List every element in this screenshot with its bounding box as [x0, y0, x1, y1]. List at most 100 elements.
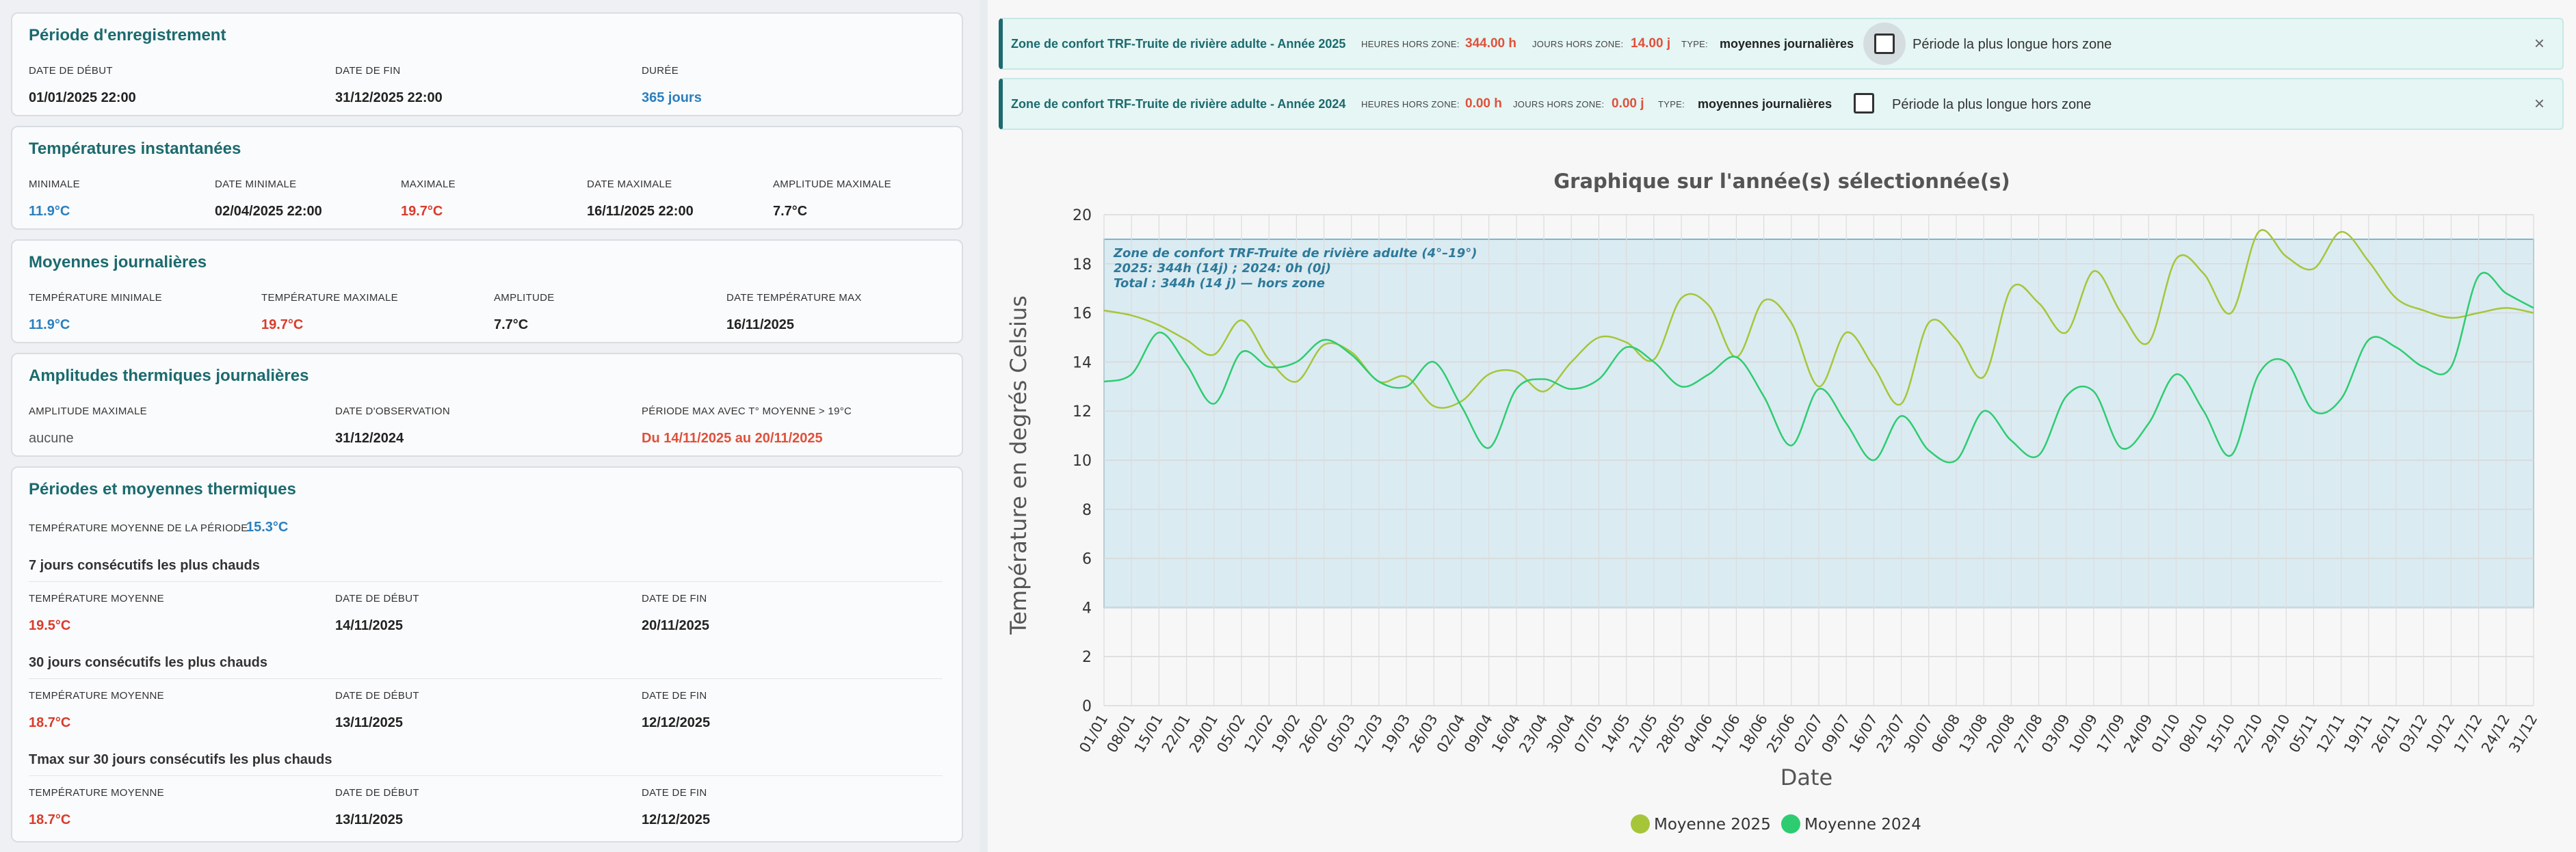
tmoy-value: 15.3°C: [246, 520, 289, 535]
ampl-label: AMPLITUDE MAXIMALE: [773, 178, 891, 190]
legend-marker[interactable]: [1781, 814, 1800, 834]
panel-divider: [980, 0, 988, 852]
block-t-label: TEMPÉRATURE MOYENNE: [29, 593, 164, 604]
zone-annotation: Zone de confort TRF-Truite de rivière ad…: [1113, 246, 1477, 291]
tmax-label: TEMPÉRATURE MAXIMALE: [261, 292, 398, 304]
block-d2-label: DATE DE FIN: [642, 593, 707, 604]
divider: [29, 678, 943, 679]
card-periode: Période d'enregistrement DATE DE DÉBUT 0…: [11, 12, 963, 116]
date-tmax-label: DATE TEMPÉRATURE MAX: [726, 292, 862, 304]
amplitude-value: 7.7°C: [494, 317, 529, 332]
legend: Moyenne 2025 Moyenne 2024: [1631, 814, 1921, 834]
type-label: TYPE:: [1658, 99, 1685, 109]
block-d1-label: DATE DE DÉBUT: [335, 690, 419, 702]
type-value: moyennes journalières: [1720, 37, 1854, 51]
block-d2-value: 12/12/2025: [642, 715, 711, 730]
block-heading: 30 jours consécutifs les plus chauds: [29, 655, 268, 670]
longest-period-checkbox[interactable]: [1854, 93, 1874, 114]
y-tick-label: 6: [1082, 551, 1092, 568]
date-tmax-value: 16/11/2025: [726, 317, 794, 332]
block-d1-label: DATE DE DÉBUT: [335, 787, 419, 799]
block-t-value: 18.7°C: [29, 715, 71, 730]
block-t-label: TEMPÉRATURE MOYENNE: [29, 787, 164, 799]
heures-label: HEURES HORS ZONE:: [1361, 39, 1460, 49]
annotation-line: Total : 344h (14 j) — hors zone: [1114, 276, 1325, 291]
block-d2-value: 20/11/2025: [642, 618, 709, 633]
jours-value: 0.00 j: [1612, 96, 1644, 111]
date-min-label: DATE MINIMALE: [215, 178, 297, 190]
jours-value: 14.00 j: [1631, 36, 1671, 51]
max-label: MAXIMALE: [401, 178, 456, 190]
right-panel: Zone de confort TRF-Truite de rivière ad…: [988, 0, 2576, 852]
card-title: Moyennes journalières: [29, 253, 207, 271]
type-label: TYPE:: [1681, 39, 1709, 49]
series-line: [1103, 229, 2534, 409]
close-icon[interactable]: ×: [2534, 33, 2545, 53]
chart-title: Graphique sur l'année(s) sélectionnée(s): [1553, 170, 2010, 193]
zone-title: Zone de confort TRF-Truite de rivière ad…: [1011, 97, 1346, 111]
y-tick-label: 2: [1082, 649, 1092, 666]
card-title: Période d'enregistrement: [29, 26, 226, 44]
series-lines: [1103, 229, 2534, 464]
y-tick-label: 18: [1073, 256, 1092, 274]
block-heading: Tmax sur 30 jours consécutifs les plus c…: [29, 752, 332, 767]
annotation-line: Zone de confort TRF-Truite de rivière ad…: [1113, 246, 1477, 261]
card-title: Amplitudes thermiques journalières: [29, 367, 309, 385]
temperature-chart: 0 2 4 6 8 10 12 14 16 18 20 01/0108/0115/0122/0129…: [1006, 207, 2540, 834]
annotation-line: 2025: 344h (14j) ; 2024: 0h (0j): [1114, 261, 1331, 276]
block-d2-label: DATE DE FIN: [642, 787, 707, 799]
checkbox-highlight: [1863, 23, 1906, 65]
y-tick-labels: 0 2 4 6 8 10 12 14 16 18 20: [1073, 207, 1092, 715]
periode-max-label: PÉRIODE MAX AVEC T° MOYENNE > 19°C: [642, 405, 852, 417]
card-title: Températures instantanées: [29, 139, 241, 158]
card-title: Périodes et moyennes thermiques: [29, 480, 296, 498]
min-label: MINIMALE: [29, 178, 80, 190]
y-tick-label: 4: [1082, 600, 1092, 617]
close-icon[interactable]: ×: [2534, 93, 2545, 114]
zone-banner-2024: Zone de confort TRF-Truite de rivière ad…: [999, 78, 2564, 130]
divider: [29, 581, 943, 582]
obs-label: DATE D'OBSERVATION: [335, 405, 451, 417]
block-t-value: 18.7°C: [29, 812, 71, 827]
min-value: 11.9°C: [29, 204, 70, 219]
checkbox-label: Période la plus longue hors zone: [1892, 97, 2092, 112]
block-heading: 7 jours consécutifs les plus chauds: [29, 558, 260, 573]
ampl-max-value: aucune: [29, 431, 74, 446]
ampl-value: 7.7°C: [773, 204, 808, 219]
zone-title: Zone de confort TRF-Truite de rivière ad…: [1011, 37, 1346, 51]
date-min-value: 02/04/2025 22:00: [215, 204, 322, 219]
tmin-value: 11.9°C: [29, 317, 70, 332]
left-panel: Période d'enregistrement DATE DE DÉBUT 0…: [0, 0, 980, 852]
x-axis-label: Date: [1780, 764, 1832, 790]
legend-label[interactable]: Moyenne 2025: [1654, 816, 1771, 834]
duree-label: DURÉE: [642, 65, 679, 77]
tmin-label: TEMPÉRATURE MINIMALE: [29, 292, 162, 304]
x-tick-label: 31/12: [2506, 712, 2540, 756]
end-label: DATE DE FIN: [335, 65, 401, 77]
chart-grid: [1103, 214, 2534, 706]
card-moyennes: Moyennes journalières TEMPÉRATURE MINIMA…: [11, 239, 963, 343]
y-tick-label: 0: [1082, 698, 1092, 715]
card-periodes: Périodes et moyennes thermiques TEMPÉRAT…: [11, 466, 963, 842]
checkbox-label: Période la plus longue hors zone: [1913, 37, 2112, 52]
block-d1-value: 13/11/2025: [335, 715, 403, 730]
duree-value: 365 jours: [642, 90, 702, 105]
obs-value: 31/12/2024: [335, 431, 404, 446]
end-value: 31/12/2025 22:00: [335, 90, 443, 105]
zone-banner-2025: Zone de confort TRF-Truite de rivière ad…: [999, 18, 2564, 70]
y-tick-label: 12: [1073, 403, 1092, 421]
legend-label[interactable]: Moyenne 2024: [1804, 816, 1921, 834]
block-d1-value: 13/11/2025: [335, 812, 403, 827]
type-value: moyennes journalières: [1698, 97, 1832, 111]
ampl-max-label: AMPLITUDE MAXIMALE: [29, 405, 147, 417]
legend-marker[interactable]: [1631, 814, 1650, 834]
longest-period-checkbox[interactable]: [1874, 34, 1895, 54]
y-tick-label: 16: [1073, 306, 1092, 323]
card-instant: Températures instantanées MINIMALE 11.9°…: [11, 126, 963, 230]
amplitude-label: AMPLITUDE: [494, 292, 555, 304]
heures-value: 0.00 h: [1465, 96, 1502, 111]
date-max-value: 16/11/2025 22:00: [587, 204, 694, 219]
jours-label: JOURS HORS ZONE:: [1513, 99, 1605, 109]
jours-label: JOURS HORS ZONE:: [1532, 39, 1624, 49]
y-tick-label: 20: [1073, 207, 1092, 224]
